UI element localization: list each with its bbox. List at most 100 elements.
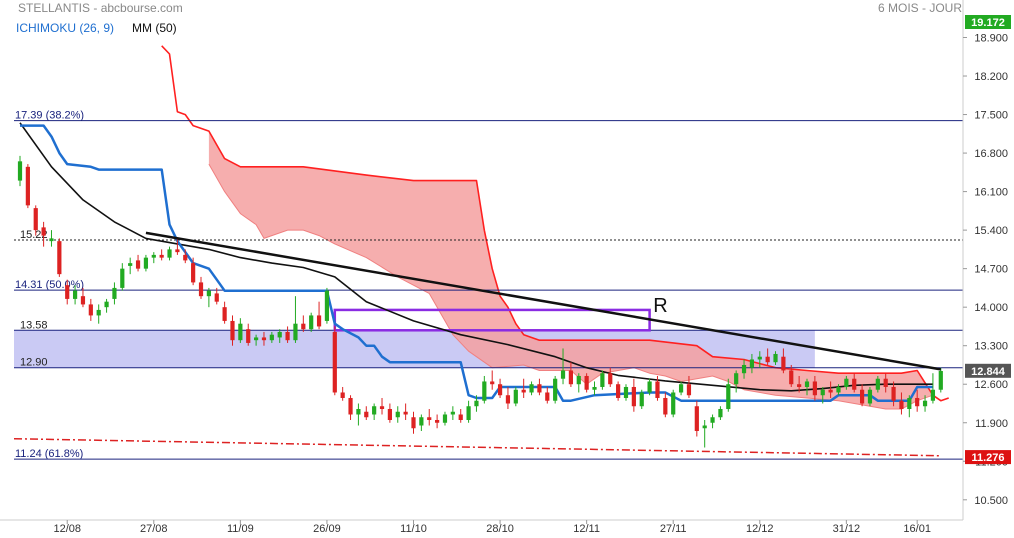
resistance-label: R xyxy=(653,295,667,317)
y-tick-label-10: 11.900 xyxy=(975,418,1008,430)
candle-body-14 xyxy=(128,263,133,266)
fib-label-2: 11.24 (61.8%) xyxy=(15,448,83,460)
candle-body-82 xyxy=(663,397,668,415)
y-tick-label-6: 14.700 xyxy=(974,264,1008,276)
x-tick-label-3: 26/09 xyxy=(313,523,341,535)
candle-body-29 xyxy=(246,329,251,343)
y-tick-label-8: 13.300 xyxy=(974,341,1008,353)
top-price-tag xyxy=(965,15,1011,29)
candle-body-36 xyxy=(301,323,306,330)
candle-body-16 xyxy=(143,257,149,269)
candle-body-56 xyxy=(458,414,463,420)
candle-body-51 xyxy=(419,417,424,426)
candle-body-115 xyxy=(922,400,928,407)
candle-body-98 xyxy=(789,370,794,385)
kijun-line xyxy=(20,124,933,402)
y-tick-label-1: 18.200 xyxy=(974,71,1008,83)
y-tick-label-5: 15.400 xyxy=(974,225,1008,237)
price-tag-0 xyxy=(965,363,1011,378)
candle-body-80 xyxy=(647,381,652,393)
candle-body-74 xyxy=(600,373,605,387)
candle-body-105 xyxy=(844,378,849,387)
candle-body-7 xyxy=(72,290,78,299)
candle-body-79 xyxy=(639,392,644,407)
candle-body-89 xyxy=(718,408,723,418)
x-tick-label-7: 27/11 xyxy=(660,523,687,535)
candle-body-37 xyxy=(309,315,314,330)
x-tick-label-5: 28/10 xyxy=(486,523,514,535)
candle-body-6 xyxy=(65,285,70,299)
candle-body-92 xyxy=(741,364,747,374)
indicator-lines xyxy=(19,122,933,402)
candle-body-38 xyxy=(316,315,322,327)
y-tick-label-9: 12.600 xyxy=(974,379,1008,391)
candle-body-84 xyxy=(678,384,684,393)
candle-body-33 xyxy=(277,331,282,338)
candle-body-104 xyxy=(836,386,841,393)
candle-body-3 xyxy=(41,227,46,236)
candle-body-39 xyxy=(324,290,330,321)
candle-body-25 xyxy=(214,293,219,302)
candle-body-50 xyxy=(411,417,416,429)
candle-body-90 xyxy=(726,384,731,409)
period-label: 6 MOIS - JOUR xyxy=(877,1,962,15)
top-price-tag-text: 19.172 xyxy=(971,17,1005,29)
candle-body-86 xyxy=(694,406,699,432)
candle-body-43 xyxy=(356,408,361,415)
candle-body-97 xyxy=(781,356,786,371)
candle-body-48 xyxy=(395,411,400,418)
x-tick-label-6: 12/11 xyxy=(573,523,600,535)
ichimoku-label: ICHIMOKU (26, 9) xyxy=(16,21,115,35)
ma50-line xyxy=(19,122,933,392)
y-tick-label-4: 16.100 xyxy=(974,187,1008,199)
candle-body-94 xyxy=(757,356,762,360)
x-tick-label-2: 11/09 xyxy=(227,523,254,535)
candle-body-54 xyxy=(442,414,448,423)
candle-body-27 xyxy=(230,320,235,341)
horizontal-levels: 17.39 (38.2%) 14.31 (50.0%) 11.24 (61.8%) 1… xyxy=(14,110,963,460)
candle-body-35 xyxy=(293,323,298,341)
candle-body-99 xyxy=(797,384,802,387)
level-label-1: 13.58 xyxy=(20,319,48,331)
candle-body-58 xyxy=(474,400,479,407)
price-tag-1 xyxy=(965,450,1011,465)
y-tick-label-7: 14.000 xyxy=(974,302,1008,314)
level-label-2: 12.90 xyxy=(20,357,48,369)
resistance-line xyxy=(145,231,942,371)
candle-body-72 xyxy=(584,375,589,390)
candle-body-13 xyxy=(120,268,125,288)
y-tick-label-0: 18.900 xyxy=(974,33,1008,45)
candle-body-5 xyxy=(57,241,62,275)
trend-lines: R xyxy=(13,231,942,457)
candle-body-57 xyxy=(466,406,471,420)
x-tick-label-4: 11/10 xyxy=(400,523,427,535)
candle-body-64 xyxy=(521,389,526,393)
y-tick-label-12: 10.500 xyxy=(974,495,1008,507)
senkou-b-line xyxy=(161,45,949,402)
price-tag-text-1: 11.276 xyxy=(971,452,1004,464)
price-tag-text-0: 12.844 xyxy=(971,366,1006,378)
candle-body-44 xyxy=(364,411,369,418)
candle-body-85 xyxy=(686,384,692,396)
candle-body-59 xyxy=(482,381,487,401)
candle-body-41 xyxy=(340,392,345,398)
candle-body-103 xyxy=(828,389,833,393)
candle-body-91 xyxy=(734,373,739,385)
candle-body-4 xyxy=(49,238,54,242)
candle-body-66 xyxy=(537,384,542,393)
candle-body-70 xyxy=(568,370,573,385)
candle-body-34 xyxy=(285,331,290,341)
candle-body-62 xyxy=(505,395,511,404)
candle-body-20 xyxy=(175,249,180,253)
x-tick-label-1: 27/08 xyxy=(140,523,168,535)
candle-body-30 xyxy=(254,337,259,341)
fib-label-0: 17.39 (38.2%) xyxy=(15,110,84,122)
candle-body-110 xyxy=(883,378,888,387)
candle-body-1 xyxy=(25,166,30,206)
cloud-fill xyxy=(208,131,933,409)
candle-body-31 xyxy=(261,337,267,341)
candle-body-10 xyxy=(96,309,101,316)
candle-body-67 xyxy=(545,392,550,401)
candle-body-19 xyxy=(167,249,172,258)
